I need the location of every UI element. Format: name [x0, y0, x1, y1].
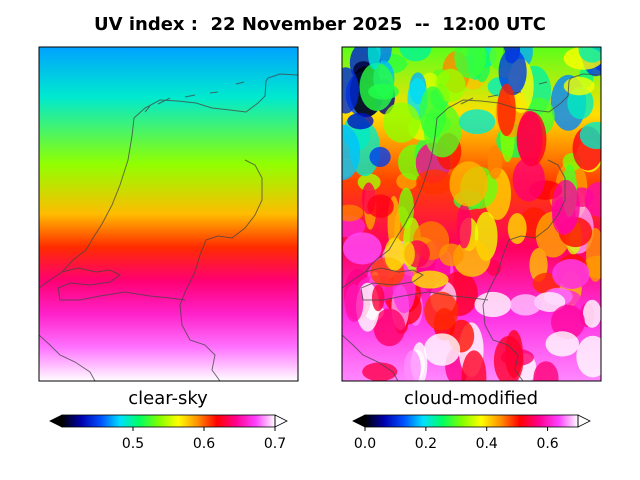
cloud-patch — [576, 335, 601, 378]
cloud-patch — [586, 227, 601, 282]
cloud-modified-colorbar: 0.0 0.2 0.4 0.6 — [352, 414, 591, 452]
cloud-patch — [373, 308, 406, 347]
cloud-patch — [403, 350, 421, 381]
cloud-patch — [578, 47, 601, 63]
cloud-patch — [368, 83, 399, 100]
cloud-patch — [342, 232, 382, 265]
colorbar-max-extend — [274, 414, 288, 428]
cloud-modified-panel: cloud-modified — [341, 46, 602, 409]
colorbar-tick-label: 0.0 — [354, 436, 376, 452]
cloud-patch — [454, 47, 487, 79]
cloud-patch — [424, 291, 459, 331]
colorbar-max-extend — [577, 414, 591, 428]
colorbar-frame — [61, 414, 276, 428]
cloud-patch — [342, 204, 364, 222]
cloud-patch — [458, 109, 496, 135]
clear-sky-panel: clear-sky — [38, 46, 299, 409]
cloud-patch — [399, 47, 432, 62]
cloud-patch — [474, 291, 512, 318]
clear-sky-label: clear-sky — [128, 388, 208, 409]
cloud-patch — [416, 169, 453, 195]
clear-sky-field — [39, 47, 298, 381]
cloud-patch — [402, 241, 415, 267]
cloud-patch — [517, 110, 543, 166]
colorbar-tick-label: 0.6 — [193, 436, 215, 452]
cloud-patch — [419, 86, 446, 139]
cloud-patch — [563, 76, 595, 96]
colorbar-tick-label: 0.7 — [264, 436, 286, 452]
cloud-modified-label: cloud-modified — [404, 388, 538, 409]
cloud-patches — [342, 47, 601, 381]
cloud-patch — [493, 336, 524, 381]
cloud-patch — [567, 86, 594, 120]
cloud-modified-coastline — [342, 73, 601, 381]
cloud-patch — [449, 161, 488, 207]
cloud-patch — [384, 237, 406, 271]
cloud-modified-frame — [341, 46, 602, 382]
cloud-patch — [439, 243, 464, 267]
cloud-patch — [509, 294, 542, 316]
cloud-modified-colorbar-ticks: 0.0 0.2 0.4 0.6 — [354, 427, 559, 452]
colorbar-tick-label: 0.2 — [415, 436, 437, 452]
cloud-patch — [579, 121, 601, 149]
cloud-patch — [371, 284, 385, 312]
cloud-patch — [362, 362, 398, 381]
colorbar-tick-label: 0.5 — [122, 436, 144, 452]
chart-title: UV index : 22 November 2025 -- 12:00 UTC — [94, 14, 546, 35]
cloud-patch — [486, 259, 502, 276]
cloud-patch — [369, 146, 391, 167]
cloud-patch — [344, 284, 364, 322]
cloud-patch — [512, 157, 545, 202]
cloud-patch — [342, 67, 359, 114]
cloud-patch — [551, 179, 580, 234]
clear-sky-coastline — [39, 73, 298, 381]
colorbar-min-extend — [352, 414, 366, 428]
clear-sky-frame — [38, 46, 299, 382]
cloud-patch — [550, 304, 585, 340]
cloud-patch — [552, 259, 590, 290]
cloud-patch — [357, 173, 381, 191]
cloud-patch — [435, 68, 466, 102]
cloud-patch — [411, 270, 449, 289]
cloud-patch — [342, 124, 361, 181]
cloud-patch — [367, 194, 394, 218]
cloud-patch — [377, 47, 392, 64]
cloud-patch — [533, 292, 566, 312]
cloud-patch — [545, 331, 580, 357]
cloud-patch — [533, 361, 559, 381]
colorbar-min-extend — [49, 414, 63, 428]
colorbar-tick-label: 0.4 — [476, 436, 498, 452]
colorbar-bar — [365, 415, 578, 427]
cloud-patch — [497, 83, 516, 137]
cloud-patch — [582, 299, 601, 328]
cloud-patch — [487, 145, 503, 180]
cloud-patch — [383, 102, 420, 143]
cloud-patch — [423, 333, 461, 366]
clear-sky-colorbar: 0.5 0.6 0.7 — [49, 414, 288, 452]
cloud-patch — [453, 239, 491, 277]
cloud-patch — [347, 112, 374, 130]
colorbar-bar — [62, 415, 275, 427]
cloud-patch — [498, 48, 527, 96]
cloud-patch — [461, 350, 487, 381]
clear-sky-colorbar-ticks: 0.5 0.6 0.7 — [122, 427, 286, 452]
colorbar-frame — [364, 414, 579, 428]
colorbar-tick-label: 0.6 — [536, 436, 558, 452]
cloud-patch — [456, 203, 472, 249]
cloud-patch — [367, 47, 381, 70]
